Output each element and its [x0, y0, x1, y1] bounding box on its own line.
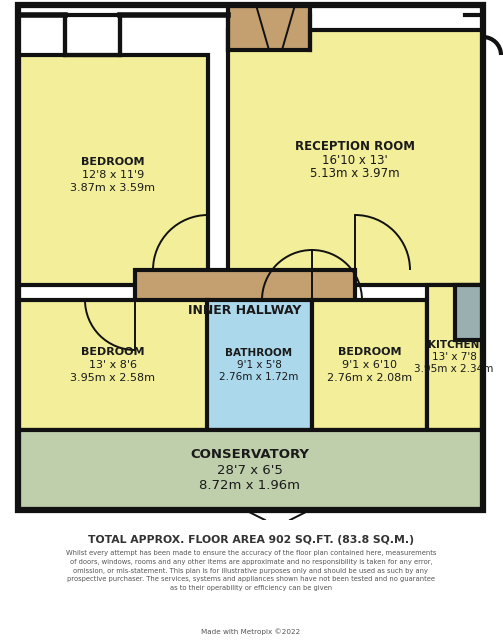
Bar	[65, 15, 120, 55]
Bar	[455, 285, 483, 340]
Text: 3.95m x 2.34m: 3.95m x 2.34m	[414, 364, 493, 374]
Text: 3.95m x 2.58m: 3.95m x 2.58m	[70, 372, 155, 383]
Bar	[228, 30, 483, 285]
Bar	[18, 430, 483, 510]
Text: 28'7 x 6'5: 28'7 x 6'5	[217, 463, 283, 477]
Text: 16'10 x 13': 16'10 x 13'	[322, 154, 388, 166]
Text: 3.87m x 3.59m: 3.87m x 3.59m	[70, 183, 155, 193]
Text: TOTAL APPROX. FLOOR AREA 902 SQ.FT. (83.8 SQ.M.): TOTAL APPROX. FLOOR AREA 902 SQ.FT. (83.…	[88, 535, 414, 545]
Text: 13' x 7'8: 13' x 7'8	[432, 352, 476, 362]
Text: Whilst every attempt has been made to ensure the accuracy of the floor plan cont: Whilst every attempt has been made to en…	[66, 550, 436, 591]
Text: BEDROOM: BEDROOM	[81, 347, 145, 357]
Text: BATHROOM: BATHROOM	[225, 348, 293, 358]
Text: 9'1 x 5'8: 9'1 x 5'8	[236, 360, 282, 370]
Text: BEDROOM: BEDROOM	[81, 157, 145, 167]
Text: 8.72m x 1.96m: 8.72m x 1.96m	[200, 479, 300, 492]
Bar	[18, 55, 208, 285]
Text: Made with Metropix ©2022: Made with Metropix ©2022	[201, 628, 301, 635]
Bar	[427, 285, 482, 430]
Text: KITCHEN: KITCHEN	[429, 340, 480, 350]
Bar	[18, 300, 208, 430]
Text: 12'8 x 11'9: 12'8 x 11'9	[82, 170, 144, 180]
Text: 2.76m x 2.08m: 2.76m x 2.08m	[327, 372, 412, 383]
Text: 9'1 x 6'10: 9'1 x 6'10	[343, 360, 397, 370]
Text: CONSERVATORY: CONSERVATORY	[191, 448, 309, 461]
Bar	[228, 5, 310, 50]
Bar	[312, 300, 427, 430]
Text: 13' x 8'6: 13' x 8'6	[89, 360, 137, 370]
Text: BEDROOM: BEDROOM	[338, 347, 402, 357]
Text: 5.13m x 3.97m: 5.13m x 3.97m	[310, 167, 400, 180]
Bar	[135, 270, 355, 350]
Bar	[207, 300, 312, 430]
Text: INNER HALLWAY: INNER HALLWAY	[188, 303, 302, 317]
Text: RECEPTION ROOM: RECEPTION ROOM	[295, 140, 415, 153]
Text: 2.76m x 1.72m: 2.76m x 1.72m	[219, 372, 299, 382]
